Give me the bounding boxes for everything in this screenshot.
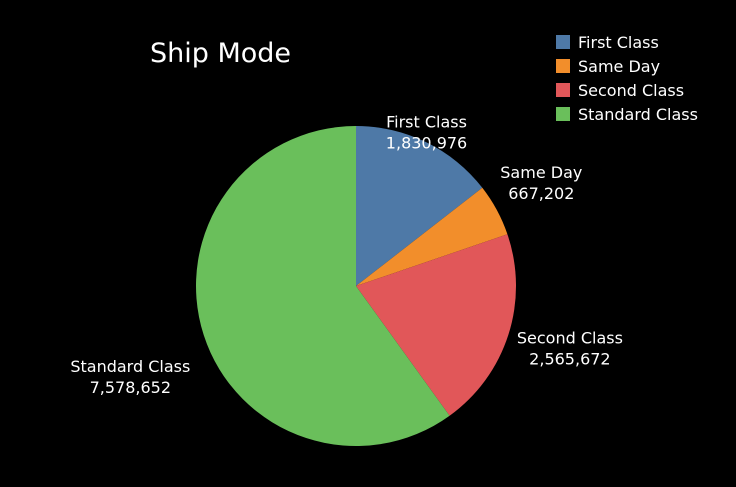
legend-label: Second Class [578, 80, 685, 100]
legend-item[interactable]: Same Day [556, 54, 698, 78]
pie-slice[interactable] [356, 187, 508, 286]
legend-label: First Class [578, 32, 659, 52]
legend-item[interactable]: Standard Class [556, 102, 698, 126]
legend-label: Same Day [578, 56, 661, 76]
slice-value-label: 7,578,652 [90, 378, 171, 397]
slice-label: Same Day [500, 163, 582, 182]
slice-label: Standard Class [70, 357, 190, 376]
pie-slice[interactable] [356, 234, 516, 416]
pie-slice[interactable] [195, 125, 450, 447]
legend-item[interactable]: First Class [556, 30, 698, 54]
slice-value-label: 2,565,672 [529, 349, 610, 368]
slice-value-label: 1,830,976 [386, 134, 467, 153]
legend: First Class Same Day Second Class Standa… [556, 30, 698, 126]
chart-title: Ship Mode [150, 38, 292, 69]
slice-label: First Class [386, 113, 467, 132]
legend-swatch [556, 83, 570, 97]
legend-item[interactable]: Second Class [556, 78, 698, 102]
legend-label: Standard Class [578, 104, 698, 124]
legend-swatch [556, 35, 570, 49]
legend-swatch [556, 59, 570, 73]
legend-swatch [556, 107, 570, 121]
slice-label: Second Class [517, 328, 623, 347]
slice-value-label: 667,202 [508, 184, 574, 203]
pie-slice[interactable] [356, 126, 483, 286]
